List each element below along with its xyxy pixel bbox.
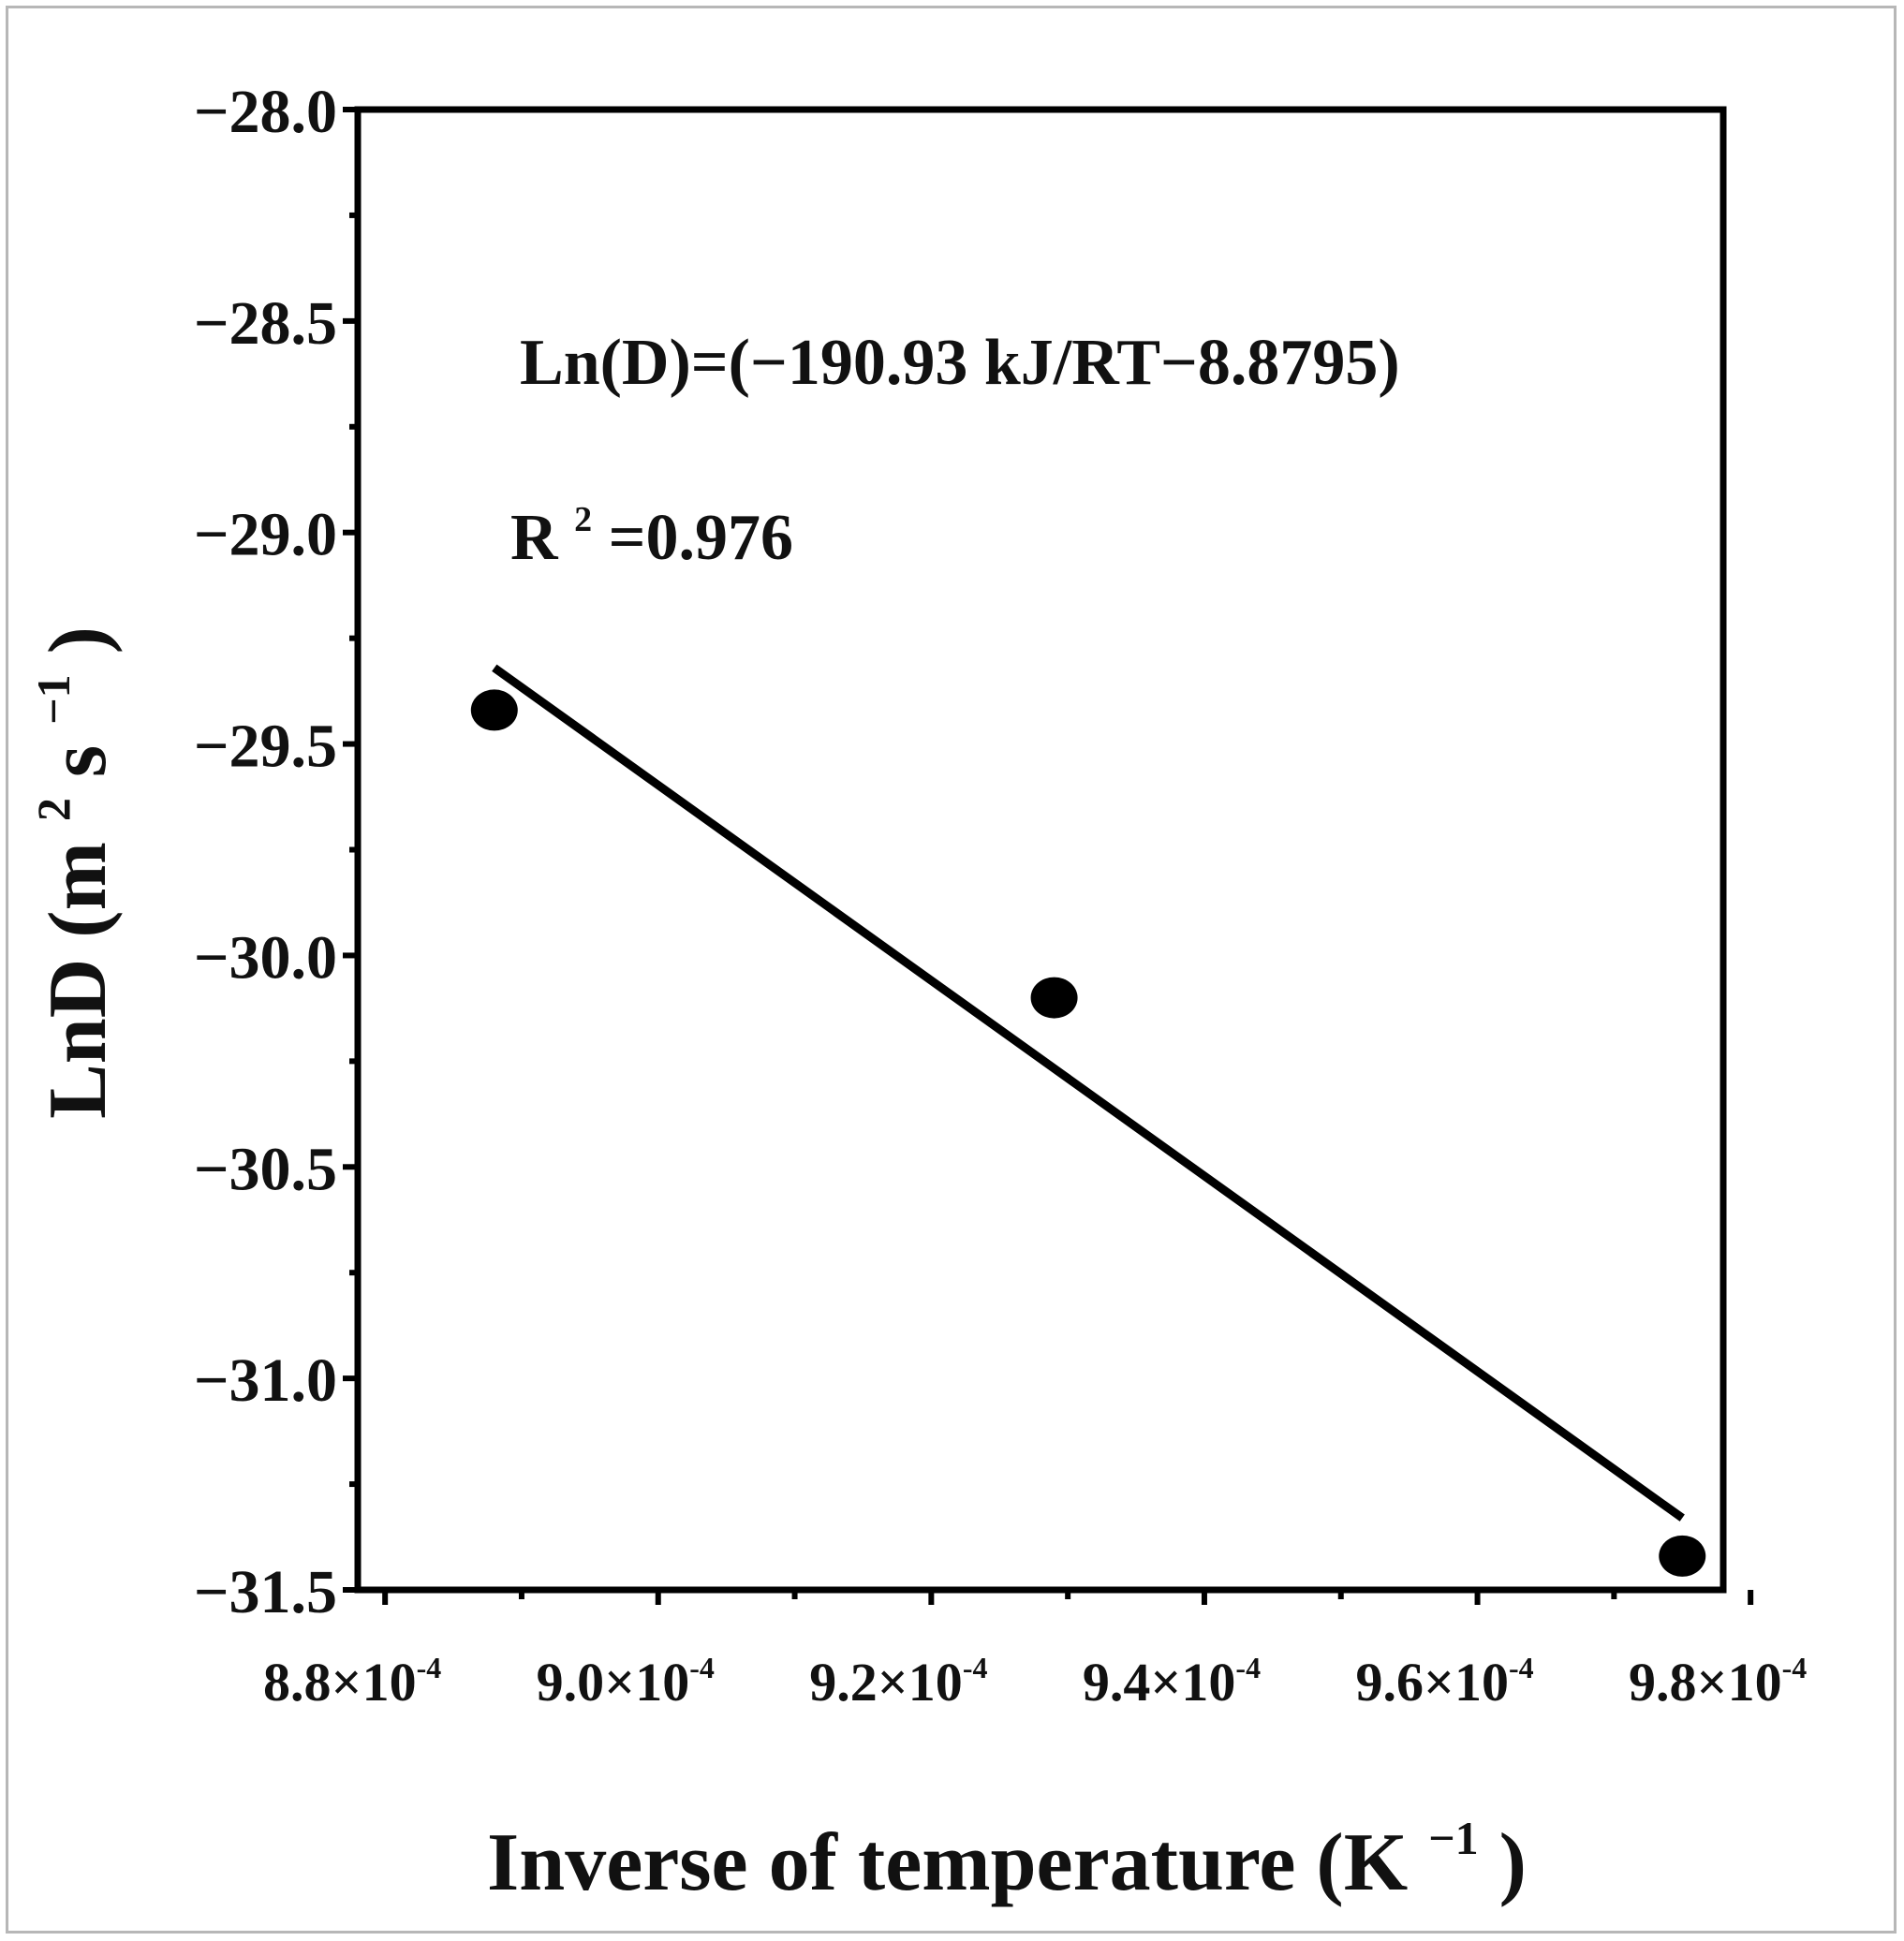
y-axis-title-main: LnD (m <box>33 842 124 1119</box>
data-points <box>470 689 1706 1577</box>
x-tick-label-exponent: -4 <box>1782 1651 1808 1684</box>
x-tick-label-base: 9.0×10 <box>537 1652 690 1713</box>
x-tick-label-exponent: -4 <box>1509 1651 1534 1684</box>
x-axis-title-close: ) <box>1499 1817 1527 1908</box>
r-squared-symbol: R <box>510 502 559 574</box>
y-axis-title-s: s <box>33 745 124 777</box>
x-tick-label-exponent: -4 <box>689 1651 715 1684</box>
x-tick-label-exponent: -4 <box>1235 1651 1261 1684</box>
x-axis-title: Inverse of temperature (K −1 ) <box>487 1782 1527 1908</box>
axis-tick-labels: −28.0 −28.5 −29.0 −29.5 −30.0 −30.5 −31.0 −31.5… <box>194 78 1807 1713</box>
r-squared-value: =0.976 <box>609 502 793 574</box>
x-axis-title-superscript: −1 <box>1428 1812 1479 1864</box>
x-tick-label: 8.8×10-4 <box>263 1651 441 1713</box>
y-tick-label: −28.5 <box>194 289 337 358</box>
x-tick-label: 9.8×10-4 <box>1629 1651 1807 1713</box>
y-tick-label: −30.0 <box>194 923 337 992</box>
y-axis-title: LnD (m 2 s −1 ) <box>0 626 124 1119</box>
x-tick-label-base: 9.4×10 <box>1083 1652 1236 1713</box>
x-tick-label: 9.4×10-4 <box>1083 1651 1261 1713</box>
fit-line <box>492 664 1685 1522</box>
y-axis-title-close: ) <box>33 626 124 654</box>
r-squared-annotation: R 2 =0.976 <box>510 474 793 574</box>
x-tick-label-base: 9.6×10 <box>1355 1652 1509 1713</box>
y-axis-title-superscript-2: −1 <box>27 674 80 725</box>
x-tick-label: 9.2×10-4 <box>809 1651 987 1713</box>
fit-line-group <box>492 664 1685 1522</box>
y-tick-label: −29.0 <box>194 501 337 569</box>
y-tick-label: −31.0 <box>194 1346 337 1415</box>
r-squared-superscript: 2 <box>574 500 592 539</box>
y-tick-label: −31.5 <box>194 1558 337 1626</box>
figure-frame <box>6 6 1897 1934</box>
x-tick-label-base: 8.8×10 <box>263 1652 417 1713</box>
y-axis-title-superscript-1: 2 <box>27 798 80 821</box>
data-point <box>470 689 518 731</box>
y-tick-label: −28.0 <box>194 78 337 146</box>
equation-annotation: Ln(D)=(−190.93 kJ/RT−8.8795) <box>520 327 1400 399</box>
x-tick-label-exponent: -4 <box>963 1651 988 1684</box>
x-tick-label: 9.0×10-4 <box>537 1651 715 1713</box>
x-tick-label-exponent: -4 <box>417 1651 442 1684</box>
plot-area-frame <box>354 106 1727 1594</box>
x-tick-label-base: 9.2×10 <box>809 1652 963 1713</box>
y-tick-label: −30.5 <box>194 1135 337 1203</box>
x-tick-label: 9.6×10-4 <box>1355 1651 1533 1713</box>
data-point <box>1030 977 1078 1019</box>
x-tick-label-base: 9.8×10 <box>1629 1652 1782 1713</box>
y-tick-label: −29.5 <box>194 713 337 781</box>
x-axis-title-main: Inverse of temperature (K <box>487 1817 1408 1908</box>
data-point <box>1659 1535 1706 1577</box>
